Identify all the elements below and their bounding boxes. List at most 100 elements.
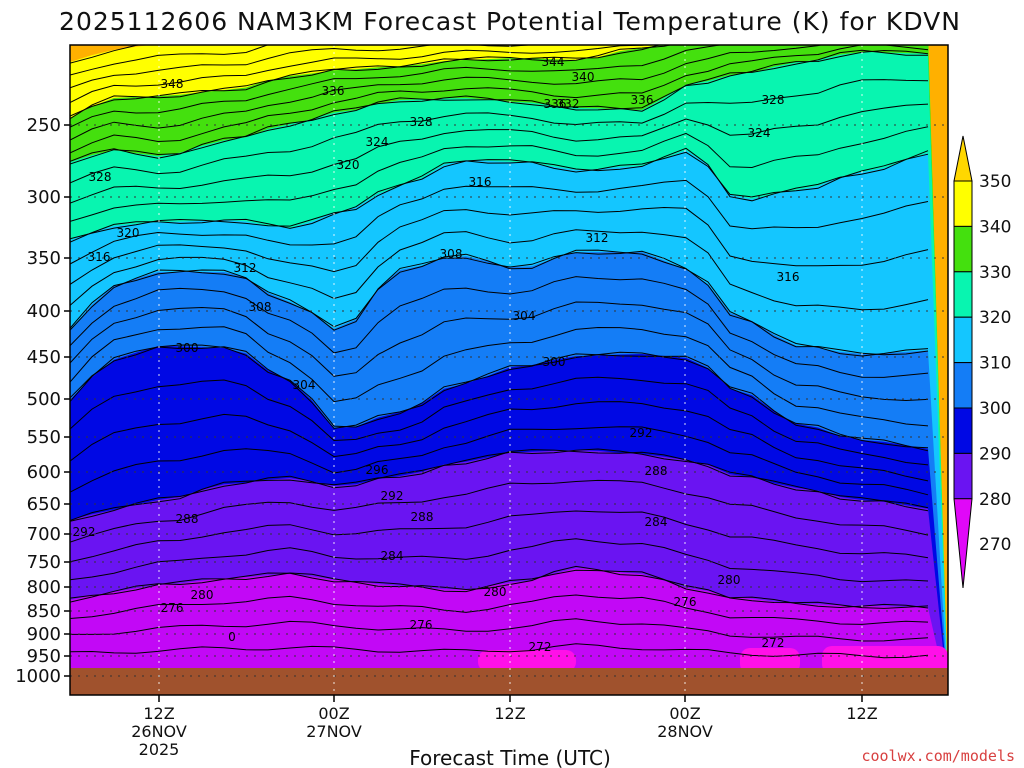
colorbar-segment [953,316,973,364]
contour-label: 272 [529,640,552,654]
y-tick-label: 450 [27,347,61,368]
contour-line [70,479,929,543]
credit-text: coolwx.com/models [861,747,1015,765]
contour-label: 292 [73,525,96,539]
colorbar-segment [953,407,973,454]
colorbar-label: 340 [979,217,1011,237]
plot-frame [69,44,949,696]
contour-label: 288 [645,464,668,478]
colorbar-label: 310 [979,354,1011,374]
contour-label: 288 [176,512,199,526]
x-tick-label: 12Z [494,704,525,723]
contour-line [70,448,929,521]
y-tick-label: 400 [27,301,61,322]
y-tick-label: 1000 [15,666,61,687]
y-tick-label: 550 [27,427,61,448]
contour-line [70,45,649,104]
contour-label: 276 [161,601,184,615]
contour-label: 320 [117,226,140,240]
contour-line [70,301,929,402]
contour-line [70,126,929,222]
contour-line [70,179,929,265]
contour-line [70,249,929,356]
contour-line [70,565,929,609]
contour-label: 300 [543,355,566,369]
contour-label: 292 [630,426,653,440]
contour-line [70,643,929,659]
contour-label: 328 [762,93,785,107]
y-tick-label: 650 [27,494,61,515]
contour-line [70,45,270,76]
colorbar: 350 340 330 320 310 300 290 280 270 [953,135,1011,589]
contour-label: 312 [586,231,609,245]
contour-label: 284 [381,549,404,563]
contour-line [70,49,929,162]
contour-label: 320 [337,158,360,172]
contour-line [70,103,929,204]
contour-line [70,45,823,141]
contour-line [70,538,929,583]
colorbar-label: 300 [979,399,1011,419]
contour-line [70,618,929,642]
contour-label: 324 [748,126,771,140]
y-tick-label: 700 [27,524,61,545]
contour-label: 300 [176,341,199,355]
x-axis-label: Forecast Time (UTC) [409,746,611,768]
x-tick-label: 00Z [318,704,349,723]
contour-label: 280 [718,573,741,587]
contour-label: 328 [89,170,112,184]
contour-line [70,376,929,466]
colorbar-segment [953,225,973,273]
contour-label: 276 [410,618,433,632]
y-axis: 2503003504004505005506006507007508008509… [15,115,70,687]
y-tick-label: 600 [27,462,61,483]
contour-label: 332 [557,97,580,111]
contour-line [70,569,929,609]
contour-line [70,49,929,165]
x-tick-label: 12Z [846,704,877,723]
contour-line [70,276,929,378]
contour-label: 276 [674,595,697,609]
contour-label: 336 [322,84,345,98]
contour-label: 328 [410,115,433,129]
contour-label: 284 [645,515,668,529]
contour-line [70,45,673,120]
contour-label: 0 [228,630,236,644]
x-tick-label: 2025 [139,740,180,759]
y-tick-label: 750 [27,552,61,573]
x-tick-label: 00Z [669,704,700,723]
contour-label: 272 [762,636,785,650]
contour-label: 316 [777,270,800,284]
contour-line [70,206,929,285]
contour-line [70,326,929,427]
colorbar-label: 280 [979,490,1011,510]
contour-label: 308 [249,300,272,314]
y-tick-label: 250 [27,115,61,136]
colorbar-label: 270 [979,535,1011,555]
contour-line [70,45,929,154]
contour-label: 308 [440,247,463,261]
terrain [70,668,948,695]
contour-line [70,426,929,496]
contour-label: 336 [544,97,567,111]
contour-label: 336 [631,93,654,107]
y-tick-label: 950 [27,646,61,667]
contour-label: 316 [469,175,492,189]
contour-line [70,45,536,89]
contour-label: 340 [572,70,595,84]
contour-label: 312 [234,261,257,275]
x-tick-label: 12Z [143,704,174,723]
colorbar-top-arrow [953,135,973,182]
y-tick-label: 900 [27,624,61,645]
band-pocket [740,648,800,674]
contour-labels: 348 344 340 336 336 332 336 328 328 324 … [73,55,800,654]
x-tick-label: 26NOV [131,722,187,741]
band-280 [70,568,948,695]
colorbar-label: 290 [979,444,1011,464]
y-tick-label: 350 [27,248,61,269]
contour-line [70,401,929,482]
y-tick-label: 500 [27,389,61,410]
contour-label: 304 [513,309,536,323]
y-tick-label: 300 [27,187,61,208]
contour-line [70,229,929,311]
